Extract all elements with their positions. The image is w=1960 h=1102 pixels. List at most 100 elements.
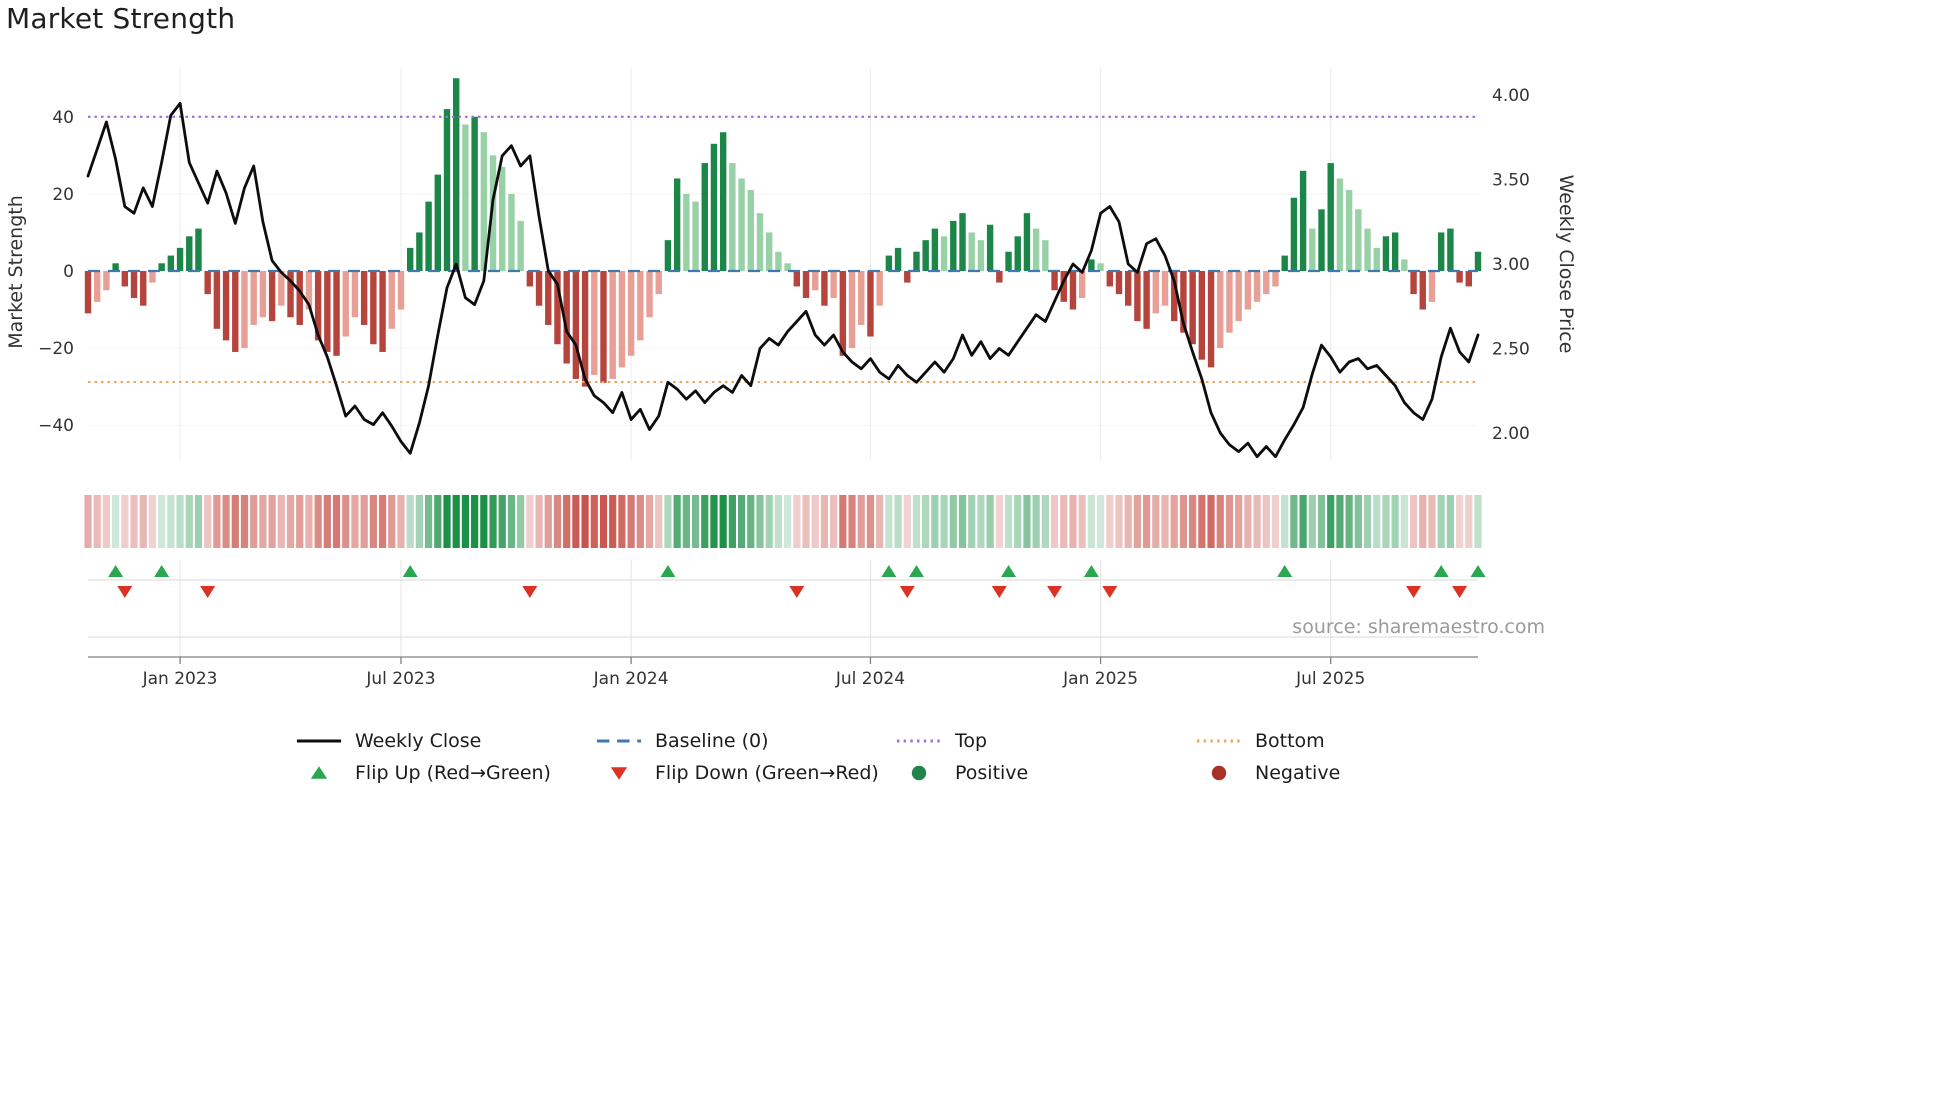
heatmap-cell [489,495,497,548]
heatmap-cell [480,495,488,548]
strength-bar [268,271,276,322]
strength-bar [581,271,589,387]
heatmap-cell [93,495,101,548]
heatmap-cell [507,495,516,548]
x-tick-label: Jul 2024 [835,669,905,689]
y-right-tick-label: 3.00 [1492,255,1530,275]
strength-bar [1069,271,1077,310]
heatmap-cell [857,495,865,548]
strength-bar [554,271,561,345]
gridlines [88,68,1478,657]
y-left-tick-label: 20 [52,185,74,205]
heatmap-cell [1419,495,1427,548]
heatmap-cell [977,495,985,548]
heatmap-cell [1179,495,1188,548]
legend-item-flip-down: Flip Down (Green→Red) [595,762,895,784]
strength-bar [931,228,939,271]
flip-down-marker [117,586,133,598]
y-left-tick-label: 40 [52,108,74,128]
strength-bars [84,78,1482,387]
strength-bar [342,271,349,337]
axes: Jan 2023 Jul 2023 Jan 2024 Jul 2024 Jan 2025… [38,86,1530,689]
strength-bar [453,78,460,271]
strength-bar [508,193,515,271]
legend-label: Baseline (0) [655,730,769,752]
heatmap-cell [158,495,166,548]
heatmap-cell [185,495,193,548]
flip-up-marker [154,565,170,577]
weekly-close-line [86,102,1480,459]
heatmap-cell [222,495,230,548]
strength-bar [84,271,92,314]
heatmap-cell [102,495,111,548]
flip-up-marker [108,565,124,577]
strength-bar [1042,240,1049,271]
strength-bar [379,271,386,352]
strength-bar [1327,163,1334,271]
heatmap-cell [636,495,644,548]
heatmap-cell [1207,495,1215,548]
heatmap-cell [830,495,838,548]
strength-bar [775,251,782,271]
heatmap-cell [1198,495,1206,548]
heatmap-cell [167,495,175,548]
strength-bar [830,271,837,298]
heatmap-cell [728,495,736,548]
strength-bar [1364,228,1371,271]
heatmap-cell [912,495,921,548]
y-left-tick-label: −40 [38,416,74,436]
strength-bar [848,271,856,349]
strength-bar [719,132,727,271]
heatmap-cell [1050,495,1059,548]
heatmap-cell [342,495,350,548]
flip-up-marker [1470,565,1486,577]
strength-bar [1124,271,1132,306]
strength-bar [1401,259,1408,271]
market-strength-chart: Jan 2023 Jul 2023 Jan 2024 Jul 2024 Jan 2025… [5,68,1577,689]
flip-down-marker [522,586,538,598]
heatmap-cell [1216,495,1224,548]
heatmap-cell [1161,495,1169,548]
strength-bar [1005,251,1012,271]
heatmap-cell [1391,495,1399,548]
strength-bar [351,271,359,318]
heatmap-cell [1069,495,1077,548]
heatmap-cell [553,495,562,548]
heatmap-cell [544,495,552,548]
heatmap-cell [535,495,543,548]
heatmap-cell [286,495,295,548]
strength-bar [1134,271,1141,322]
strength-bar [1207,271,1215,368]
strength-bar [1410,271,1417,295]
strength-bar [655,271,662,295]
flip-down-marker [1102,586,1118,598]
strength-bar [609,271,616,379]
strength-bar [434,174,442,271]
heatmap-cell [240,495,249,548]
heatmap-cell [719,495,727,548]
heatmap-cell [360,495,368,548]
strength-bar [904,271,911,283]
strength-bar [1309,228,1316,271]
heatmap-cell [1465,495,1473,548]
heatmap-cell [618,495,626,548]
strength-bar [839,271,847,356]
legend-item-baseline: Baseline (0) [595,730,895,752]
heatmap-cell [1317,495,1326,548]
strength-bar [259,271,267,318]
strength-bar [1465,271,1472,287]
flip-up-marker [908,565,924,577]
heatmap-cell [1290,495,1298,548]
legend-label: Flip Down (Green→Red) [655,762,879,784]
heatmap-cell [268,495,276,548]
heatmap-cell [1170,495,1178,548]
heatmap-cell [424,495,433,548]
heatmap-cell [645,495,654,548]
legend-item-top: Top [895,730,1195,752]
heatmap-cell [1106,495,1114,548]
heatmap-cell [1023,495,1031,548]
strength-bar [959,213,966,271]
strength-bar [425,201,432,271]
strength-bar [765,232,773,271]
strength-bar [232,271,239,352]
